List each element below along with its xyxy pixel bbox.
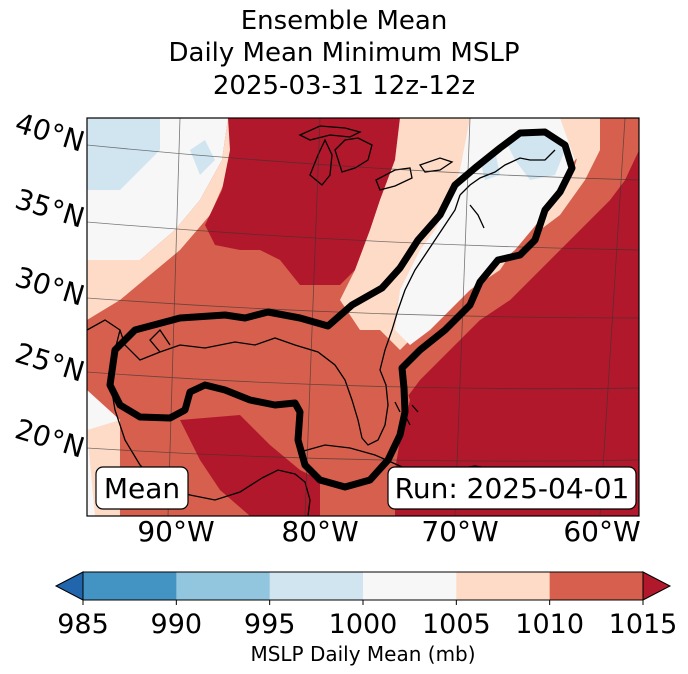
run-label: Run: 2025-04-01: [395, 472, 630, 505]
lon-label-90w: 90°W: [137, 515, 214, 548]
colorbar-segment: [456, 572, 551, 600]
lat-label-40n: 40°N: [11, 106, 88, 158]
colorbar-tick-label: 1005: [422, 609, 491, 640]
colorbar-tick-label: 1015: [609, 609, 678, 640]
field-1005-1010-west-band: [87, 118, 240, 320]
colorbar-tick-label: 1010: [515, 609, 584, 640]
panel-label-box: [95, 466, 189, 510]
field-above-1015-atlantic: [395, 150, 639, 516]
colorbar-tick-label: 990: [151, 609, 203, 640]
lat-label-35n: 35°N: [11, 182, 88, 234]
lat-label-20n: 20°N: [11, 412, 88, 464]
lon-label-80w: 80°W: [281, 515, 358, 548]
colorbar-segment: [83, 572, 177, 600]
coastlines: [87, 125, 556, 516]
map-frame: [86, 117, 640, 517]
panel-label: Mean: [104, 472, 180, 505]
title-line-1: Ensemble Mean: [240, 6, 448, 36]
lon-label-70w: 70°W: [421, 515, 498, 548]
lat-label-30n: 30°N: [11, 260, 88, 312]
highlight-contour: [106, 128, 576, 491]
field-1010-1015-atlantic-edge: [470, 118, 639, 320]
colorbar-label: MSLP Daily Mean (mb): [250, 642, 475, 666]
lon-label-60w: 60°W: [563, 515, 640, 548]
colorbar-segment: [269, 572, 364, 600]
colorbar: 985 990 995 1000 1005 1010 1015 MSLP Daily Mea…: [54, 571, 678, 666]
colorbar-tick-label: 985: [57, 609, 109, 640]
colorbar-segment: [363, 572, 457, 600]
colorbar-segment: [549, 572, 644, 600]
colorbar-tick-label: 1000: [329, 609, 398, 640]
lat-label-25n: 25°N: [11, 336, 88, 388]
colorbar-over-arrow: [642, 571, 672, 601]
field-995-1000-small-patch: [190, 140, 215, 175]
colorbar-under-arrow: [54, 571, 84, 601]
colorbar-segment: [176, 572, 271, 600]
field-above-1015-southwest: [180, 415, 320, 516]
run-label-box: [387, 466, 637, 510]
title-line-2: Daily Mean Minimum MSLP: [168, 38, 520, 68]
colorbar-tick-label: 995: [244, 609, 296, 640]
map-area: [87, 118, 639, 516]
field-995-1000-new-england: [505, 130, 565, 180]
field-995-1000-northwest: [87, 118, 160, 190]
title-line-3: 2025-03-31 12z-12z: [212, 71, 476, 101]
